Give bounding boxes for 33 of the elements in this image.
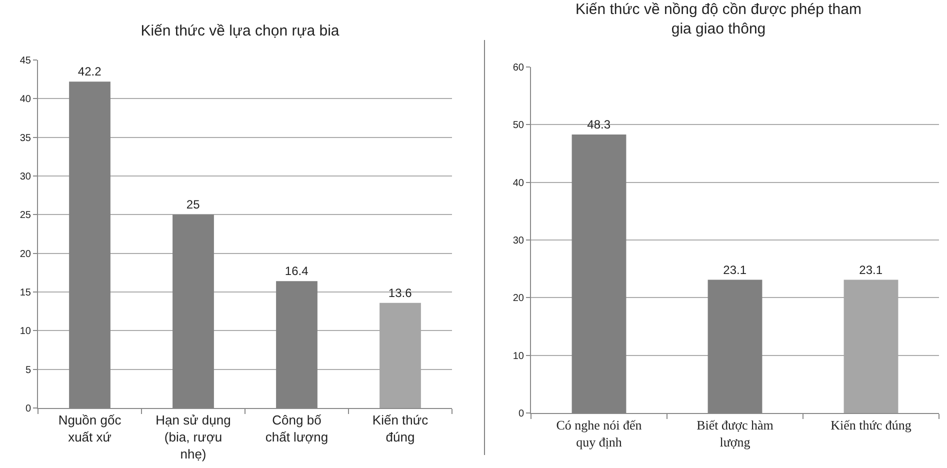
y-tick-label: 10	[20, 326, 32, 338]
data-label: 25	[186, 198, 200, 212]
x-tick-label: Công bố chất lượng	[265, 412, 328, 444]
data-label: 23.1	[723, 262, 747, 277]
chart-title: Kiến thức về nồng độ cồn được phép tham gia giao thông	[576, 1, 862, 38]
data-label: 42.2	[78, 64, 102, 79]
y-tick-label: 45	[20, 56, 32, 66]
y-tick-label: 20	[20, 248, 32, 260]
y-tick-label: 20	[512, 293, 524, 304]
x-tick-label: Có nghe nói đến quy định	[556, 418, 642, 450]
x-tick-label: Nguồn gốc xuất xứ	[58, 412, 122, 444]
chart-title: Kiến thức về lựa chọn rựa bia	[140, 22, 340, 40]
y-tick-label: 5	[25, 364, 32, 376]
x-tick-label: Biết được hàm lượng	[696, 418, 774, 450]
data-label: 13.6	[388, 286, 412, 300]
y-tick-label: 40	[20, 94, 32, 106]
x-tick-label: Kiến thức đúng	[830, 418, 912, 433]
data-label: 23.1	[859, 262, 883, 277]
y-tick-label: 25	[20, 210, 32, 222]
y-tick-label: 60	[512, 62, 524, 74]
y-tick-label: 30	[512, 236, 524, 246]
x-tick-label: Kiến thức đúng	[372, 412, 429, 444]
data-label: 48.3	[587, 117, 611, 132]
x-tick-label: Hạn sử dụng (bia, rượu nhẹ)	[156, 412, 231, 462]
y-tick-label: 40	[512, 178, 524, 189]
y-tick-label: 30	[20, 172, 32, 182]
y-tick-label: 50	[512, 120, 524, 132]
y-tick-label: 10	[512, 350, 524, 362]
y-tick-label: 0	[25, 404, 32, 414]
y-tick-label: 0	[518, 408, 524, 420]
y-tick-label: 15	[20, 288, 32, 298]
data-label: 16.4	[284, 264, 309, 278]
y-tick-label: 35	[20, 132, 32, 144]
